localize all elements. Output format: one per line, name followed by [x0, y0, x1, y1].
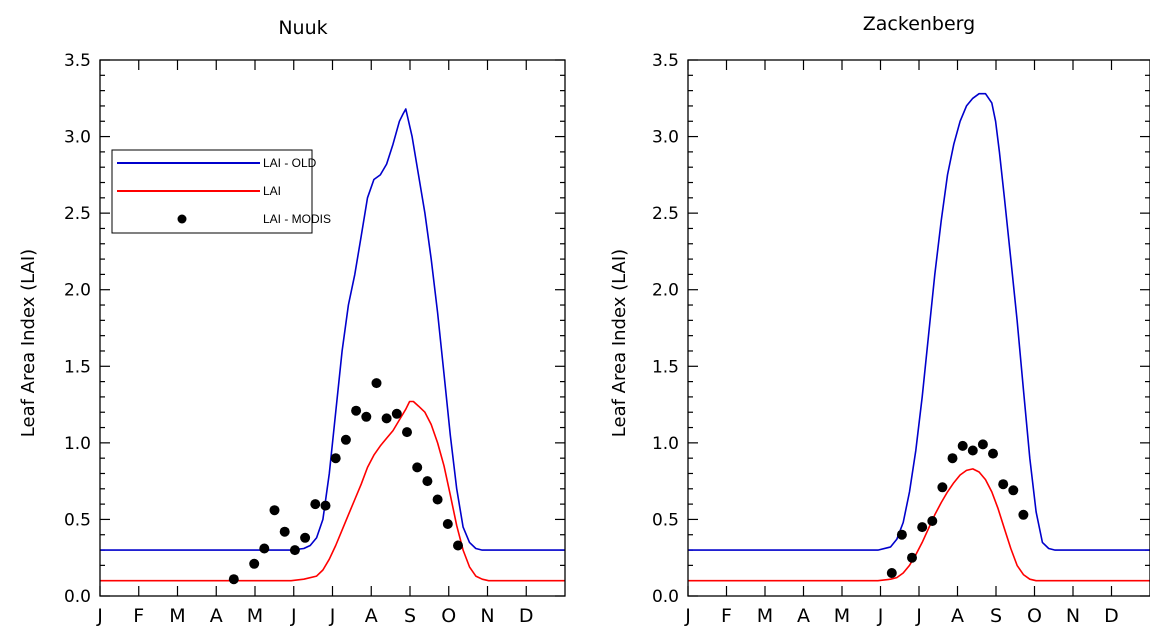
data-point-lai-modis	[249, 558, 260, 569]
y-axis-label: Leaf Area Index (LAI)	[609, 249, 630, 437]
x-tick-label: M	[247, 605, 263, 627]
data-point-lai-modis	[1018, 509, 1029, 520]
x-tick-label: A	[365, 605, 378, 627]
x-tick-label: J	[290, 605, 297, 627]
x-tick-label: F	[133, 605, 144, 627]
x-tick-label: J	[877, 605, 884, 627]
data-point-lai-modis	[937, 482, 948, 493]
data-point-lai-modis	[330, 453, 341, 464]
data-point-lai-modis	[289, 545, 300, 556]
data-point-lai-modis	[442, 519, 453, 529]
x-tick-label: F	[721, 605, 732, 627]
y-tick-label: 1.5	[64, 357, 91, 377]
data-point-lai-modis	[1008, 485, 1019, 496]
x-tick-label: O	[441, 605, 456, 627]
data-point-lai-modis	[340, 434, 351, 445]
x-tick-label: D	[519, 605, 534, 627]
x-tick-label: A	[951, 605, 964, 627]
legend-swatch-lai-modis	[177, 214, 187, 224]
chart-title: Nuuk	[278, 17, 327, 39]
data-point-lai-modis	[998, 479, 1009, 490]
data-point-lai-modis	[988, 448, 998, 459]
series-line-lai	[100, 400, 565, 582]
chart-nuuk: Nuuk Leaf Area Index (LAI) 0.0 0.5 1.0 1.5 2…	[18, 17, 566, 627]
y-tick-label: 0.0	[652, 587, 679, 607]
chart-zackenberg: Zackenberg Leaf Area Index (LAI) 0.0 0.5 1…	[609, 13, 1150, 627]
legend-label-lai-old: LAI - OLD	[263, 156, 317, 170]
data-point-lai-modis	[361, 411, 372, 422]
data-point-lai-modis	[259, 543, 270, 554]
y-tick-label: 1.0	[64, 434, 91, 454]
data-point-lai-modis	[300, 532, 311, 543]
data-point-lai-modis	[927, 516, 938, 526]
y-tick-label: 3.5	[652, 51, 679, 71]
series-line-lai-old	[688, 92, 1150, 551]
series-line-lai-old	[100, 108, 565, 551]
x-tick-label: J	[915, 605, 922, 627]
x-tick-label: J	[96, 605, 103, 627]
y-tick-label: 2.5	[652, 204, 679, 224]
axis-frame	[687, 59, 1150, 597]
x-tick-label: S	[404, 605, 416, 627]
x-tick-label: J	[329, 605, 336, 627]
y-tick-label: 0.5	[64, 510, 91, 530]
x-tick-label: N	[480, 605, 494, 627]
x-tick-label: D	[1104, 605, 1119, 627]
data-point-lai-modis	[917, 522, 928, 533]
y-tick-label: 1.0	[652, 434, 679, 454]
axis-ticks: 0.0 0.5 1.0 1.5 2.0 2.5 3.0 3.5 J F M A M J J A S O N D	[64, 51, 565, 627]
data-point-lai-modis	[279, 526, 290, 537]
x-tick-label: A	[797, 605, 810, 627]
y-tick-label: 2.5	[64, 204, 91, 224]
legend: LAI - OLD LAI LAI - MODIS	[111, 149, 331, 234]
data-point-lai-modis	[432, 494, 443, 505]
x-tick-label: M	[169, 605, 185, 627]
data-point-lai-modis	[422, 476, 433, 487]
data-point-lai-modis	[453, 540, 463, 551]
y-axis-label: Leaf Area Index (LAI)	[18, 249, 39, 437]
x-tick-label: O	[1027, 605, 1042, 627]
x-tick-label: S	[990, 605, 1002, 627]
data-point-lai-modis	[320, 500, 331, 511]
plot-area	[688, 92, 1150, 582]
x-tick-label: A	[210, 605, 223, 627]
data-point-lai-modis	[967, 445, 978, 456]
chart-title: Zackenberg	[863, 13, 975, 35]
x-tick-label: J	[684, 605, 691, 627]
y-tick-label: 0.5	[652, 510, 679, 530]
y-tick-label: 3.5	[64, 51, 91, 71]
data-point-lai-modis	[412, 462, 423, 473]
y-tick-label: 3.0	[64, 128, 91, 148]
axis-frame	[99, 59, 566, 597]
plot-area	[100, 108, 565, 585]
data-point-lai-modis	[977, 439, 988, 450]
data-point-lai-modis	[310, 499, 321, 510]
data-point-lai-modis	[402, 427, 412, 438]
data-point-lai-modis	[957, 440, 968, 451]
y-tick-label: 0.0	[64, 587, 91, 607]
x-tick-label: M	[757, 605, 773, 627]
data-point-lai-modis	[351, 405, 362, 416]
legend-label-lai: LAI	[263, 184, 281, 198]
y-tick-label: 2.0	[652, 281, 679, 301]
data-point-lai-modis	[228, 574, 239, 585]
data-point-lai-modis	[886, 568, 897, 578]
y-tick-label: 1.5	[652, 357, 679, 377]
y-tick-label: 2.0	[64, 281, 91, 301]
data-point-lai-modis	[896, 529, 907, 540]
data-point-lai-modis	[269, 505, 280, 516]
x-tick-label: M	[834, 605, 850, 627]
x-tick-label: N	[1066, 605, 1080, 627]
data-point-lai-modis	[381, 413, 392, 424]
axis-ticks: 0.0 0.5 1.0 1.5 2.0 2.5 3.0 3.5 J F M A M J J A S O N D	[652, 51, 1150, 627]
y-tick-label: 3.0	[652, 128, 679, 148]
data-point-lai-modis	[391, 408, 402, 419]
data-point-lai-modis	[947, 453, 958, 464]
legend-label-lai-modis: LAI - MODIS	[263, 212, 331, 226]
data-point-lai-modis	[371, 378, 382, 389]
series-line-lai	[688, 468, 1150, 582]
data-point-lai-modis	[907, 552, 917, 563]
